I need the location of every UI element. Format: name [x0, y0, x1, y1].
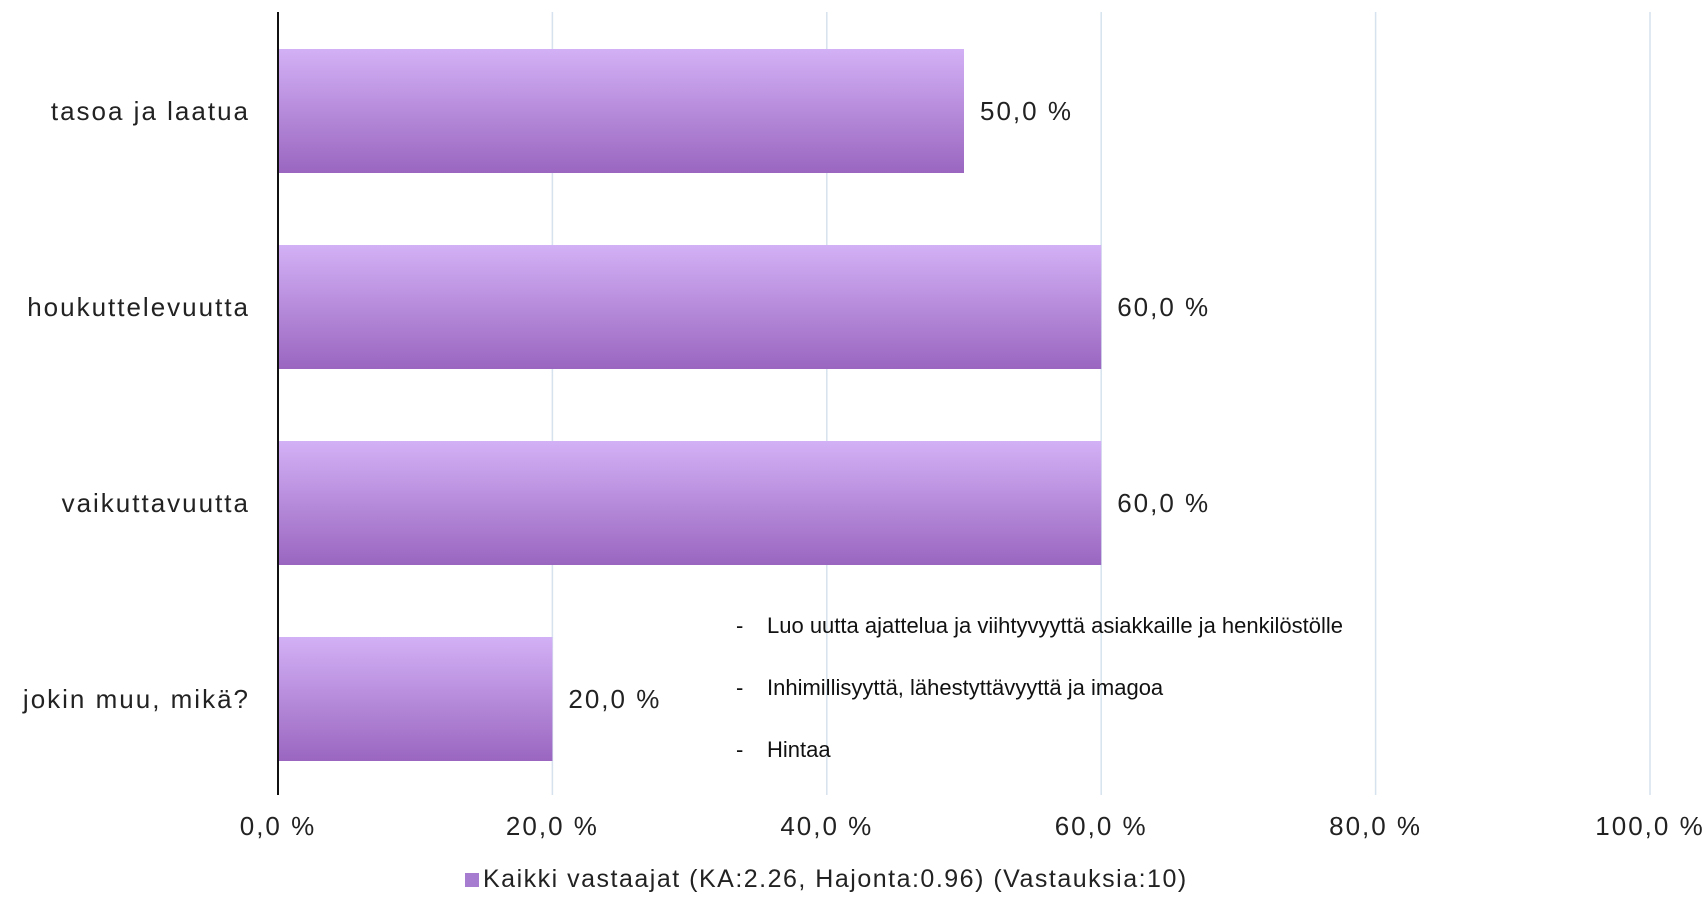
- annotation-item: Hintaa: [767, 737, 831, 762]
- category-label: tasoa ja laatua: [51, 96, 250, 126]
- x-tick-label: 60,0 %: [1055, 811, 1148, 841]
- labels: 50,0 % 60,0 % 60,0 % 20,0 % tasoa ja laatua h…: [22, 96, 1703, 841]
- legend-label: Kaikki vastaajat (KA:2.26, Hajonta:0.96)…: [483, 865, 1188, 893]
- x-tick-label: 20,0 %: [506, 811, 599, 841]
- bars: [278, 49, 1102, 761]
- annotation-item: Luo uutta ajattelua ja viihtyvyyttä asia…: [767, 613, 1343, 638]
- data-label: 60,0 %: [1117, 292, 1210, 322]
- x-tick-label: 80,0 %: [1329, 811, 1422, 841]
- data-label: 60,0 %: [1117, 488, 1210, 518]
- data-label: 20,0 %: [568, 684, 661, 714]
- category-label: vaikuttavuutta: [62, 488, 250, 518]
- annotation-item: Inhimillisyyttä, lähestyttävyyttä ja ima…: [767, 675, 1164, 700]
- annotation-bullet: -: [736, 737, 743, 762]
- bar: [278, 49, 964, 173]
- legend: Kaikki vastaajat (KA:2.26, Hajonta:0.96)…: [465, 865, 1188, 893]
- x-tick-label: 0,0 %: [240, 811, 317, 841]
- x-tick-label: 100,0 %: [1595, 811, 1703, 841]
- data-label: 50,0 %: [980, 96, 1073, 126]
- category-label: houkuttelevuutta: [27, 292, 250, 322]
- legend-swatch: [465, 873, 479, 887]
- bar: [278, 637, 553, 761]
- annotation-list: - Luo uutta ajattelua ja viihtyvyyttä asi…: [736, 613, 1343, 762]
- bar: [278, 441, 1102, 565]
- x-tick-label: 40,0 %: [780, 811, 873, 841]
- category-label: jokin muu, mikä?: [22, 684, 250, 714]
- annotation-bullet: -: [736, 613, 743, 638]
- annotation-bullet: -: [736, 675, 743, 700]
- bar: [278, 245, 1102, 369]
